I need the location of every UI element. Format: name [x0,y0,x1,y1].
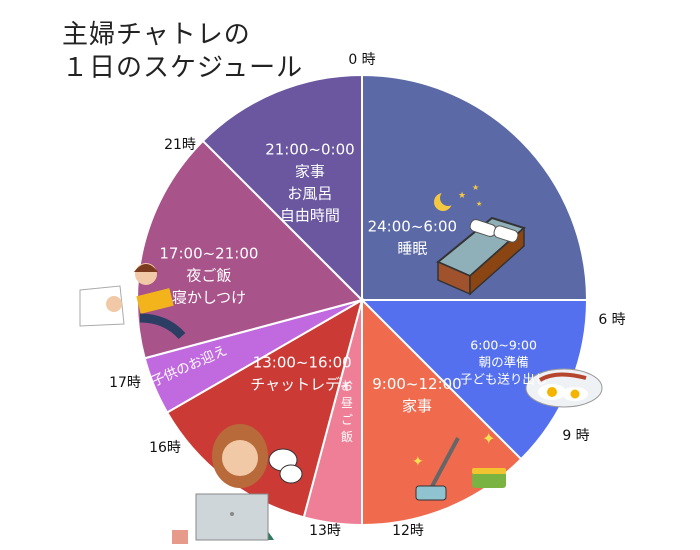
segment-label-line: 6:00~9:00 [470,338,537,353]
steam-mop-icon: ✦ ✦ [412,429,506,501]
breakfast-plate-icon [525,368,603,408]
segment-label-housework_am: 9:00~12:00 家事 [372,375,461,415]
woman-laptop-illustration [172,424,303,544]
hour-tick-13: 13時 [309,523,341,539]
hour-tick-0: 0 時 [348,52,375,68]
segment-label-line: 21:00~0:00 [265,141,354,159]
segment-label-char: ご [341,412,353,427]
segment-label-line: チャットレディ [250,375,354,393]
slice-night [201,73,363,303]
segment-label-line: 家事 [402,397,432,415]
segment-label-line: お風呂 [287,185,332,203]
mother-reading-illustration [79,263,186,340]
hour-tick-16: 16時 [149,440,181,456]
bed-illustration [436,216,526,296]
hour-tick-6: 6 時 [598,312,625,328]
svg-text:★: ★ [476,200,482,208]
svg-text:✦: ✦ [412,454,424,470]
svg-text:★: ★ [458,191,466,201]
segment-label-sleep: 24:00~6:00 睡眠 [368,217,457,257]
segment-label-chat: 13:00~16:00 チャットレディ [250,353,354,393]
segment-label-char: 飯 [341,429,353,444]
segment-label-line: 17:00~21:00 [159,244,258,262]
segment-label-char: お [341,379,353,393]
hour-tick-17: 17時 [109,375,141,391]
segment-label-line: 自由時間 [280,207,340,225]
hour-tick-21: 21時 [164,137,196,153]
title-line-1: 主婦チャトレの [62,20,251,50]
segment-label-line: 子ども送り出し [460,372,548,387]
svg-text:★: ★ [472,183,479,192]
slice-sleep [361,73,589,301]
segment-label-line: 寝かしつけ [172,288,246,306]
segment-label-line: 家事 [295,163,325,181]
slice-evening [136,139,364,360]
segment-label-line: 24:00~6:00 [368,217,457,235]
segment-label-line: 朝の準備 [479,355,529,370]
segment-label-line: 9:00~12:00 [372,375,461,393]
title-line-2: １日のスケジュール [62,53,304,83]
segment-label-line: 13:00~16:00 [253,353,352,371]
svg-text:✦: ✦ [482,429,495,448]
hour-tick-12: 12時 [392,523,424,539]
segment-label-line: 夜ご飯 [186,266,231,284]
moon-stars-icon: ★ ★ ★ [434,183,482,211]
segment-label-line: 睡眠 [397,239,427,257]
segment-label-char: 昼 [341,396,353,410]
hour-tick-9: 9 時 [562,428,589,444]
